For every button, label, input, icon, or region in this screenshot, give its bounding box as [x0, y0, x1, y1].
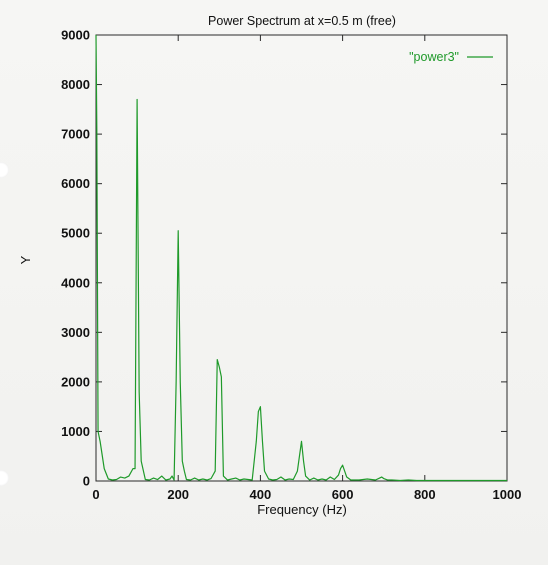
y-tick-label: 6000: [61, 176, 90, 191]
legend: "power3": [409, 50, 493, 64]
y-tick-label: 9000: [61, 28, 90, 43]
series-line-0: [95, 34, 507, 482]
x-tick-label: 600: [332, 487, 354, 502]
punch-hole-top: [0, 162, 9, 178]
y-tick-label: 0: [83, 474, 90, 489]
x-tick-label: 400: [250, 487, 272, 502]
punch-hole-bottom: [0, 470, 9, 486]
chart-title: Power Spectrum at x=0.5 m (free): [208, 14, 396, 28]
x-tick-label: 200: [167, 487, 189, 502]
y-tick-label: 8000: [61, 77, 90, 92]
series-layer: [95, 34, 507, 482]
x-tick-label: 1000: [493, 487, 522, 502]
x-axis-title: Frequency (Hz): [257, 502, 347, 517]
y-tick-label: 4000: [61, 275, 90, 290]
plot-frame: [95, 34, 508, 482]
y-tick-label: 7000: [61, 127, 90, 142]
y-axis-title: Y: [18, 255, 33, 264]
y-tick-label: 1000: [61, 424, 90, 439]
x-axis-ticks: 0 200 400 600 800 1000: [92, 35, 521, 502]
y-tick-label: 3000: [61, 325, 90, 340]
x-tick-label: 0: [92, 487, 99, 502]
x-tick-label: 800: [414, 487, 436, 502]
y-tick-label: 5000: [61, 226, 90, 241]
y-tick-label: 2000: [61, 374, 90, 389]
legend-label: "power3": [409, 50, 459, 64]
y-axis-ticks: 0 1000 2000 3000 4000 5000 6000 7000 8000 9000: [61, 28, 507, 489]
